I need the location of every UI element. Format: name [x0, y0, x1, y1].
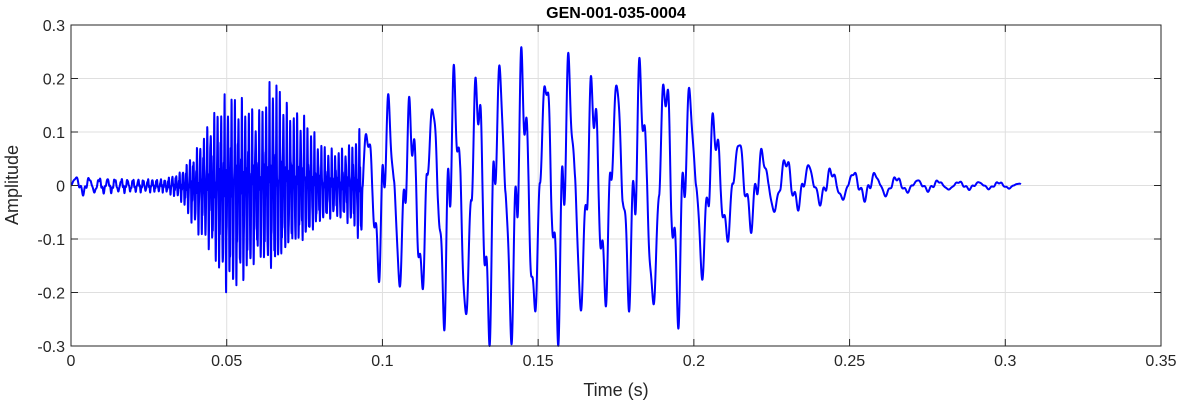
ticks	[70, 24, 1162, 347]
x-tick-labels: 0 0.05 0.1 0.15 0.2 0.25 0.3 0.35	[67, 353, 1177, 370]
y-tick-label: 0.3	[43, 18, 65, 35]
x-tick-label: 0.05	[211, 353, 242, 370]
x-tick-label: 0	[67, 353, 76, 370]
waveform-line	[70, 46, 1022, 347]
x-tick-label: 0.15	[523, 353, 554, 370]
x-tick-label: 0.2	[683, 353, 705, 370]
y-tick-label: 0.2	[43, 72, 65, 89]
y-tick-labels: -0.3 -0.2 -0.1 0 0.1 0.2 0.3	[37, 18, 65, 356]
series-group	[70, 46, 1022, 347]
x-tick-label: 0.25	[834, 353, 865, 370]
x-axis-label: Time (s)	[583, 380, 648, 400]
chart-title: GEN-001-035-0004	[546, 5, 686, 22]
y-axis-label: Amplitude	[2, 145, 22, 225]
y-tick-label: -0.1	[37, 232, 65, 249]
y-tick-label: 0.1	[43, 125, 65, 142]
x-tick-label: 0.35	[1145, 353, 1176, 370]
y-tick-label: -0.3	[37, 339, 65, 356]
y-tick-label: 0	[56, 179, 65, 196]
x-tick-label: 0.3	[994, 353, 1016, 370]
x-tick-label: 0.1	[371, 353, 393, 370]
y-tick-label: -0.2	[37, 286, 65, 303]
